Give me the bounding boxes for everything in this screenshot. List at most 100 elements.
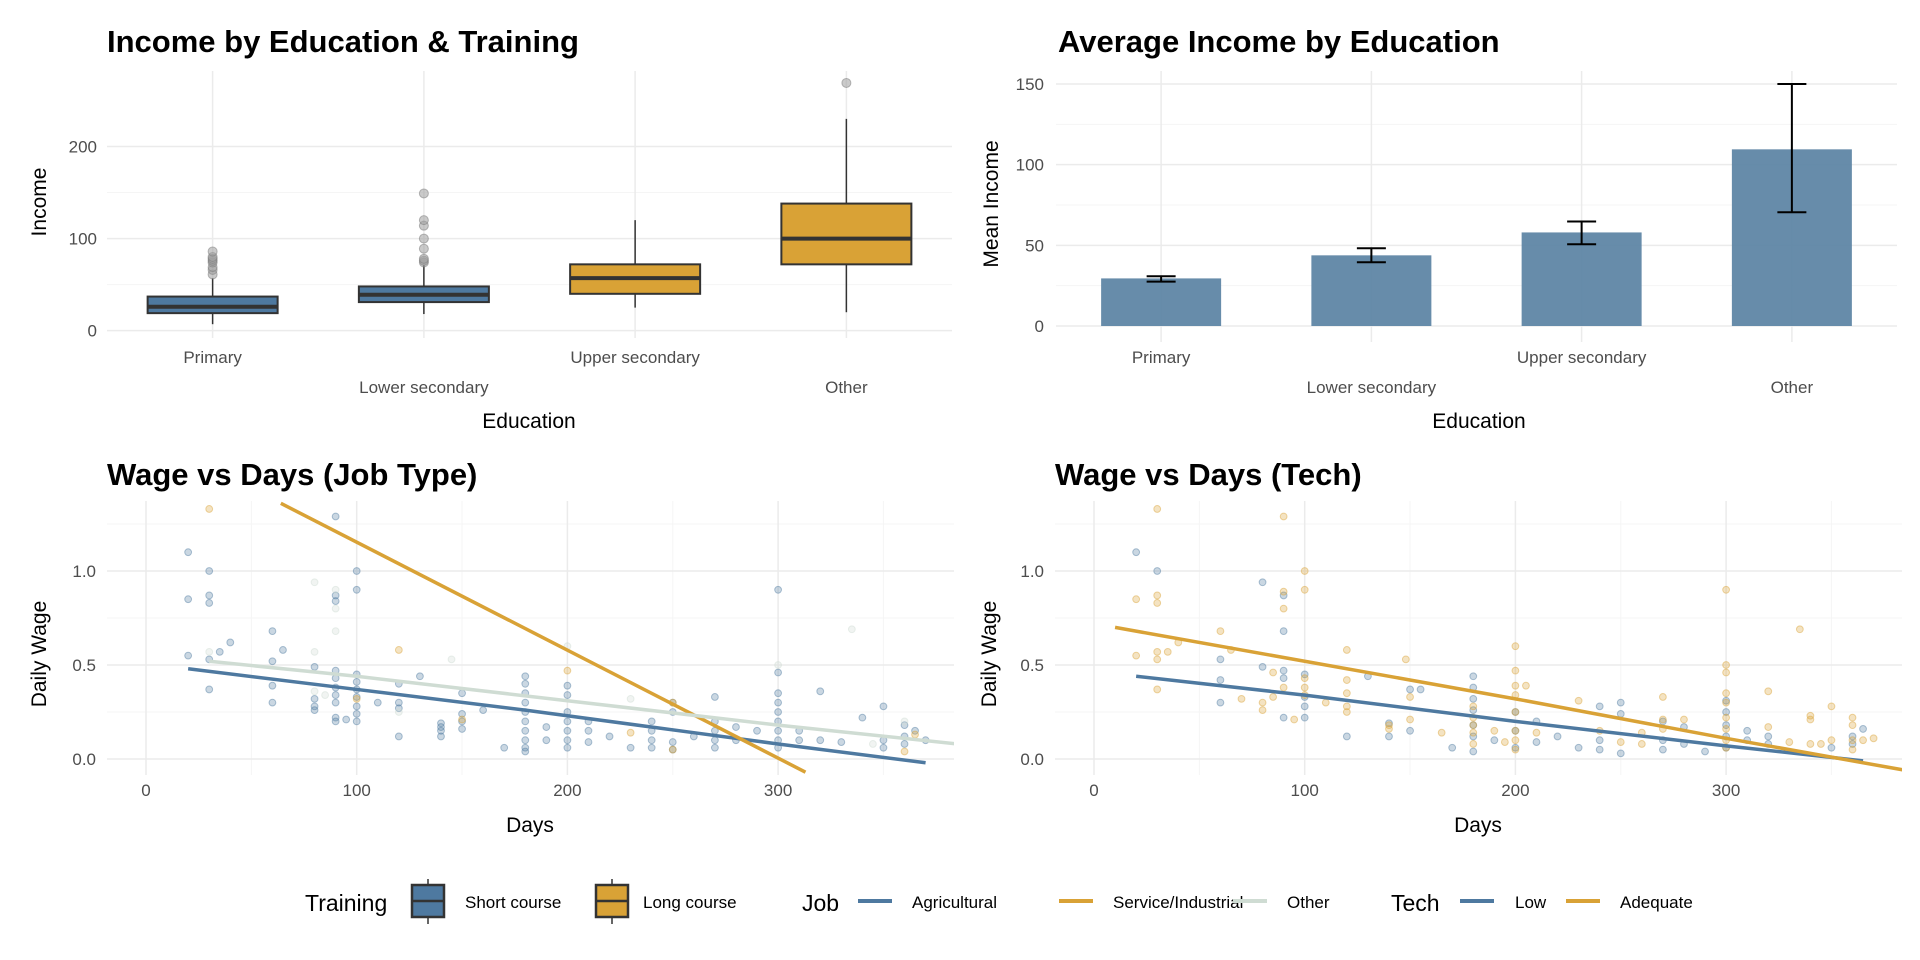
scatter-tech-panel: Wage vs Days (Tech) 0.00.51.00 100 200 300 … — [978, 457, 1902, 837]
data-point — [479, 706, 488, 715]
data-point — [563, 691, 572, 699]
y-tick-label: 50 — [1025, 236, 1044, 255]
data-point — [352, 567, 361, 575]
data-point — [584, 726, 593, 735]
data-point — [1216, 655, 1225, 664]
data-point — [310, 578, 319, 587]
data-point — [1553, 732, 1562, 741]
data-point — [1859, 725, 1867, 733]
y-tick-label: 0.5 — [72, 656, 96, 675]
data-point — [1401, 655, 1410, 664]
data-point — [279, 646, 287, 654]
data-point — [521, 726, 530, 735]
data-point — [352, 585, 361, 594]
x-tick-label: Upper secondary — [1517, 348, 1647, 367]
barchart-y-axis-label: Mean Income — [980, 140, 1003, 267]
data-point — [1279, 591, 1288, 600]
data-point — [1385, 732, 1393, 741]
points-low — [1132, 548, 1867, 758]
data-point — [1490, 726, 1499, 735]
data-point — [1269, 693, 1277, 701]
data-point — [521, 743, 530, 752]
legend-label-low: Low — [1515, 893, 1547, 912]
data-point — [1342, 646, 1351, 654]
data-point — [1469, 721, 1478, 730]
data-point — [500, 743, 509, 752]
outlier-point — [418, 215, 429, 226]
data-point — [373, 698, 382, 707]
data-point — [1469, 728, 1478, 737]
x-tick-label: 300 — [764, 781, 792, 800]
box-other — [780, 77, 913, 313]
data-point — [1722, 696, 1730, 705]
data-point — [310, 647, 319, 656]
data-point — [1448, 743, 1457, 752]
x-tick-label: Primary — [1132, 348, 1191, 367]
data-point — [647, 736, 656, 745]
data-point — [1469, 732, 1478, 741]
points-adequate — [1132, 505, 1878, 754]
data-point — [1237, 694, 1246, 703]
data-point — [458, 715, 466, 724]
data-point — [1300, 567, 1309, 575]
data-point — [1848, 721, 1857, 730]
box-lower-secondary — [357, 188, 490, 315]
data-point — [1701, 747, 1709, 756]
data-point — [1385, 725, 1393, 733]
data-point — [521, 717, 530, 726]
data-point — [774, 726, 782, 735]
data-point — [205, 647, 214, 656]
data-point — [437, 732, 445, 741]
data-point — [205, 685, 214, 694]
data-point — [1574, 743, 1583, 752]
data-point — [1500, 738, 1509, 746]
data-point — [710, 736, 719, 745]
x-tick-label: 0 — [141, 781, 150, 800]
box-iqr — [780, 202, 913, 266]
data-point — [331, 585, 340, 594]
data-point — [1300, 702, 1309, 711]
data-point — [184, 595, 193, 604]
data-point — [584, 738, 593, 746]
data-point — [1406, 715, 1414, 724]
data-point — [352, 702, 361, 711]
data-point — [1574, 696, 1583, 705]
data-point — [416, 672, 424, 681]
data-point — [394, 732, 403, 741]
scatter-tech-x-axis-label: Days — [1454, 814, 1502, 837]
y-tick-label: 0.5 — [1020, 656, 1044, 675]
points-other — [205, 578, 909, 748]
data-point — [331, 691, 340, 699]
data-point — [226, 638, 235, 647]
data-point — [1258, 706, 1267, 715]
data-point — [1511, 666, 1520, 675]
boxplot-panel: Income by Education & Training 0 100 200 Pr… — [28, 24, 952, 433]
data-point — [869, 740, 877, 748]
bar — [1521, 232, 1642, 326]
data-point — [1511, 642, 1520, 651]
data-point — [1511, 736, 1520, 745]
data-point — [342, 715, 351, 724]
legend-key-long-course — [594, 879, 630, 924]
data-point — [458, 725, 466, 733]
y-tick-label: 100 — [69, 230, 97, 249]
legend-label-agricultural: Agricultural — [912, 893, 997, 912]
data-point — [1342, 676, 1351, 684]
legend-label-service-industrial: Service/Industrial — [1113, 893, 1243, 912]
data-point — [1722, 668, 1730, 677]
trend-line-service-industrial — [280, 501, 807, 774]
data-point — [1827, 743, 1836, 752]
data-point — [1658, 745, 1667, 754]
data-point — [1300, 674, 1309, 683]
data-point — [1290, 715, 1299, 724]
data-point — [447, 655, 456, 664]
data-point — [563, 726, 572, 735]
data-point — [1490, 736, 1499, 745]
data-point — [900, 721, 909, 730]
data-point — [1342, 702, 1351, 711]
data-point — [331, 698, 340, 707]
data-point — [521, 736, 530, 745]
data-point — [521, 698, 530, 707]
data-point — [205, 599, 214, 607]
data-point — [1616, 749, 1625, 758]
